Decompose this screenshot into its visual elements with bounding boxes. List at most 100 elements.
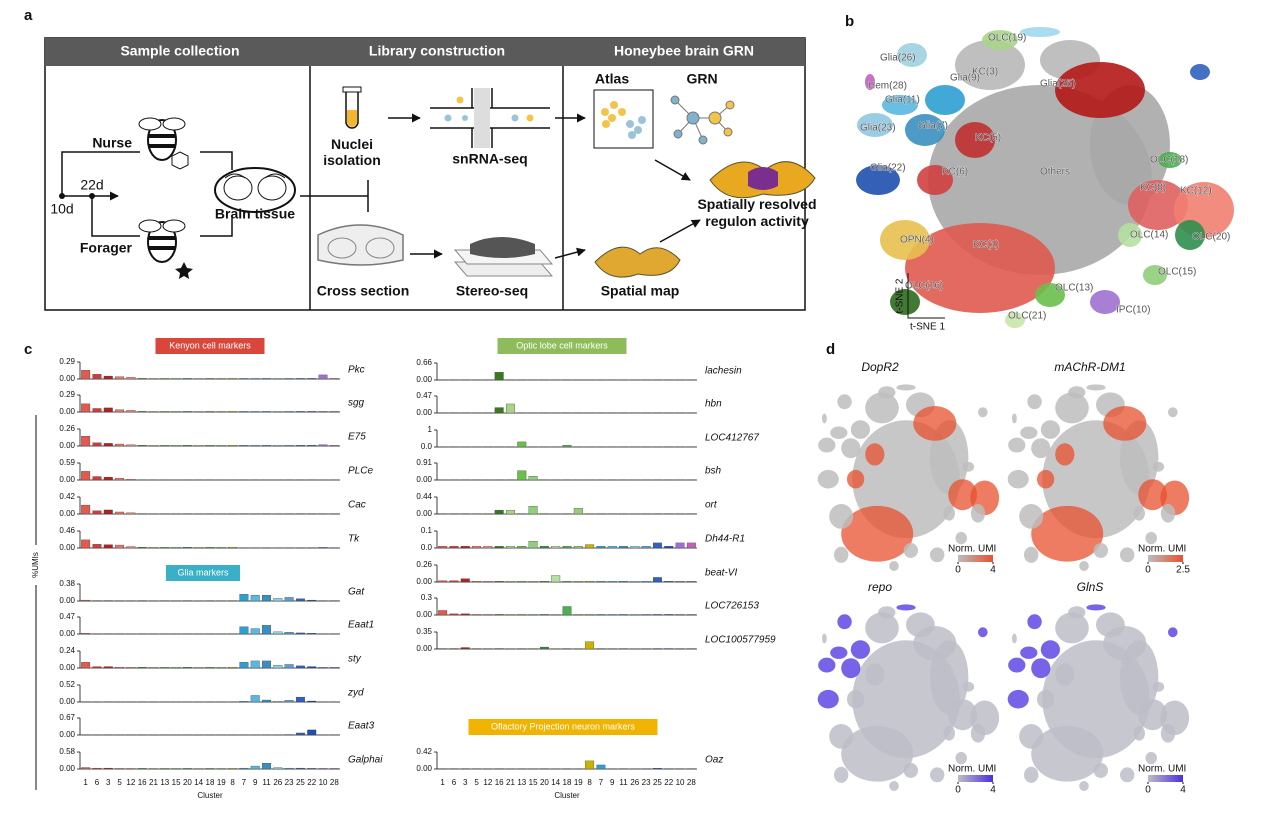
cell-cluster bbox=[1090, 290, 1120, 314]
bar bbox=[216, 445, 226, 447]
y-tick-label: 0.91 bbox=[416, 458, 432, 467]
label: Brain tissue bbox=[215, 206, 295, 222]
bar bbox=[216, 667, 226, 669]
y-tick-label: 0.00 bbox=[416, 610, 432, 619]
bar bbox=[494, 614, 504, 616]
cell-cluster bbox=[1027, 614, 1042, 630]
x-tick-label: 3 bbox=[106, 778, 111, 787]
gene-name: bsh bbox=[705, 466, 722, 477]
bar bbox=[295, 767, 305, 770]
bar bbox=[630, 546, 640, 549]
cell-cluster bbox=[1143, 265, 1167, 285]
cell-cluster bbox=[913, 406, 957, 441]
colorbar bbox=[1148, 555, 1183, 562]
label: GRN bbox=[686, 71, 717, 87]
bar bbox=[182, 547, 192, 549]
cluster-label: KC(8) bbox=[1140, 183, 1166, 194]
bar bbox=[472, 614, 482, 616]
x-tick-label: 7 bbox=[599, 778, 604, 787]
cell-cluster bbox=[1040, 640, 1060, 659]
cell-cluster bbox=[837, 614, 852, 630]
colorbar bbox=[1148, 775, 1183, 782]
cell-cluster bbox=[1007, 469, 1029, 489]
cell-cluster bbox=[857, 113, 893, 137]
bar bbox=[115, 376, 125, 380]
bar bbox=[81, 767, 91, 770]
y-tick-label: 0.00 bbox=[59, 730, 75, 739]
x-tick-label: 21 bbox=[506, 778, 515, 787]
y-tick-label: 0.00 bbox=[59, 629, 75, 638]
gene-name: Pkc bbox=[348, 365, 365, 376]
label: Atlas bbox=[595, 71, 629, 87]
cell-cluster bbox=[865, 74, 875, 90]
axis-label: Cluster bbox=[197, 791, 223, 800]
cell-cluster bbox=[1160, 724, 1176, 743]
group-title: Optic lobe cell markers bbox=[516, 340, 608, 350]
bar bbox=[596, 546, 606, 549]
cell-cluster bbox=[1093, 543, 1109, 558]
cell-cluster bbox=[830, 646, 848, 659]
workflow: Sample collection Library construction H… bbox=[44, 37, 817, 311]
cell-cluster bbox=[1055, 663, 1075, 686]
bar bbox=[664, 546, 674, 549]
bar bbox=[205, 378, 215, 380]
cluster-label: KC(5) bbox=[975, 133, 1001, 144]
cell-cluster bbox=[1035, 283, 1065, 307]
bar bbox=[307, 666, 317, 669]
bar bbox=[137, 378, 147, 380]
tube-icon bbox=[342, 86, 362, 129]
bar bbox=[262, 699, 271, 703]
bar bbox=[438, 580, 448, 583]
bar bbox=[686, 542, 696, 549]
tick-label: 0 bbox=[955, 565, 961, 576]
cell-cluster bbox=[1055, 62, 1145, 118]
bar bbox=[472, 581, 482, 583]
bar bbox=[517, 441, 527, 448]
bar bbox=[239, 445, 249, 447]
bar bbox=[262, 762, 271, 770]
bar bbox=[273, 378, 283, 380]
gene-name: PLCe bbox=[348, 466, 373, 477]
bar bbox=[460, 613, 470, 616]
bar bbox=[619, 546, 628, 549]
cell-cluster bbox=[822, 413, 827, 424]
bar bbox=[205, 768, 215, 770]
x-tick-label: 15 bbox=[172, 778, 181, 787]
bar bbox=[194, 378, 204, 380]
bar bbox=[307, 445, 317, 447]
bar bbox=[160, 445, 170, 447]
tick-label: 4 bbox=[1180, 785, 1186, 796]
gene-name: Galphai bbox=[348, 755, 383, 766]
cluster-label: OPN(4) bbox=[900, 235, 934, 246]
label: Stereo-seq bbox=[456, 283, 528, 299]
x-tick-label: 18 bbox=[563, 778, 572, 787]
section-icon bbox=[317, 224, 404, 266]
bar bbox=[273, 701, 283, 703]
bar bbox=[307, 599, 317, 602]
bar bbox=[573, 614, 583, 616]
gene-name: LOC100577959 bbox=[705, 635, 776, 646]
bar bbox=[284, 767, 294, 770]
bar bbox=[228, 667, 238, 669]
bar bbox=[81, 539, 91, 549]
bar bbox=[194, 445, 204, 447]
feature-plots: DopR2 Norm. UMI 0 4 mAChR-DM1 Norm. UMI 0 2.5 re… bbox=[817, 360, 1190, 796]
cell-cluster bbox=[1190, 64, 1210, 80]
bar bbox=[318, 667, 328, 669]
bar bbox=[675, 581, 685, 583]
gene-name: Dh44-R1 bbox=[705, 534, 745, 545]
tick-label: 4 bbox=[990, 565, 996, 576]
cell-cluster bbox=[1138, 699, 1168, 731]
x-tick-label: 10 bbox=[319, 778, 328, 787]
bar bbox=[273, 767, 283, 770]
bar bbox=[262, 625, 271, 635]
cell-cluster bbox=[865, 392, 899, 424]
cell-cluster bbox=[962, 461, 975, 472]
bar bbox=[273, 665, 283, 669]
bar bbox=[239, 378, 249, 380]
y-tick-label: 0.00 bbox=[416, 475, 432, 484]
cell-cluster bbox=[817, 689, 839, 709]
bar bbox=[126, 768, 136, 770]
bar bbox=[528, 541, 538, 549]
bar bbox=[115, 544, 125, 549]
